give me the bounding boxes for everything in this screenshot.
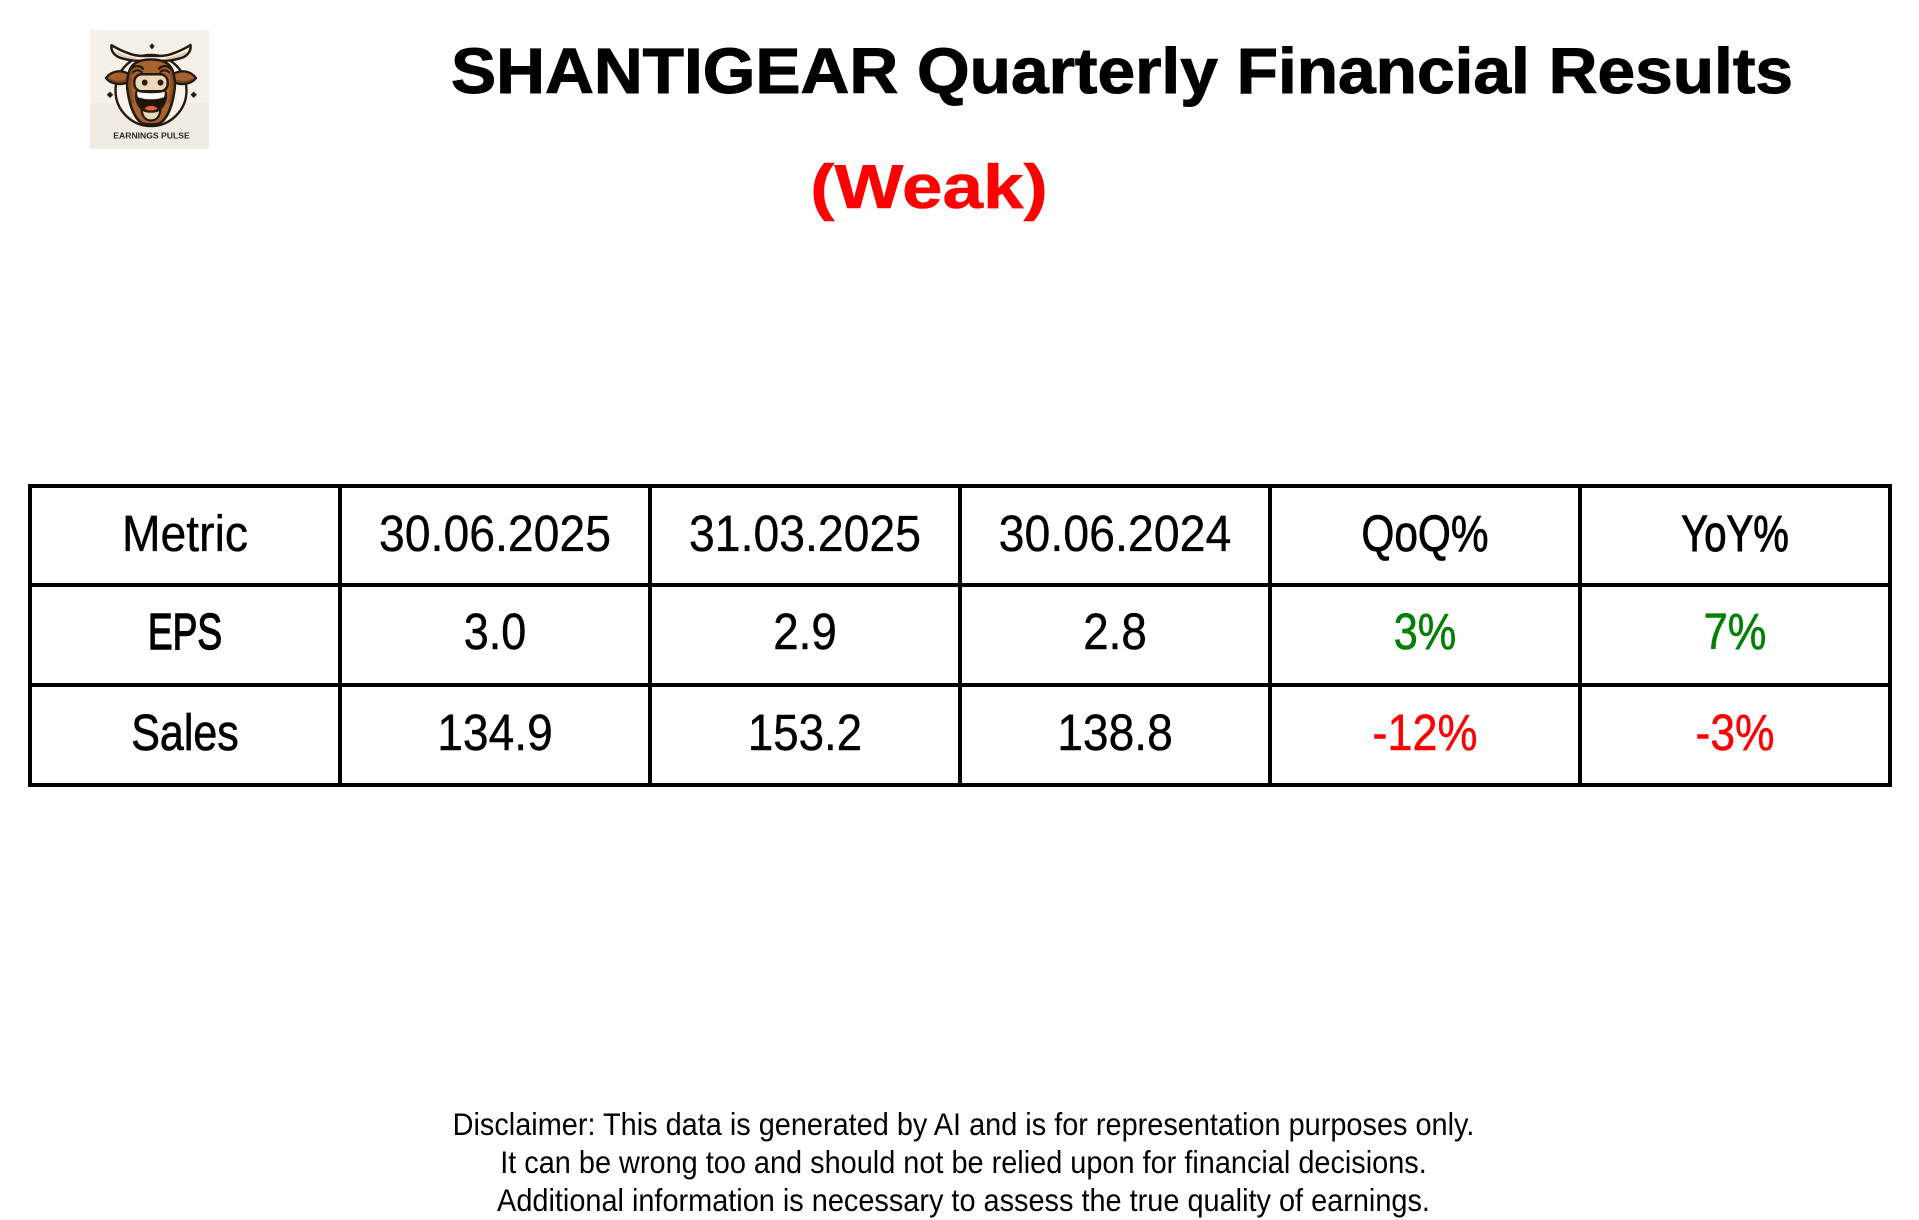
svg-text:EARNINGS PULSE: EARNINGS PULSE bbox=[113, 131, 190, 141]
